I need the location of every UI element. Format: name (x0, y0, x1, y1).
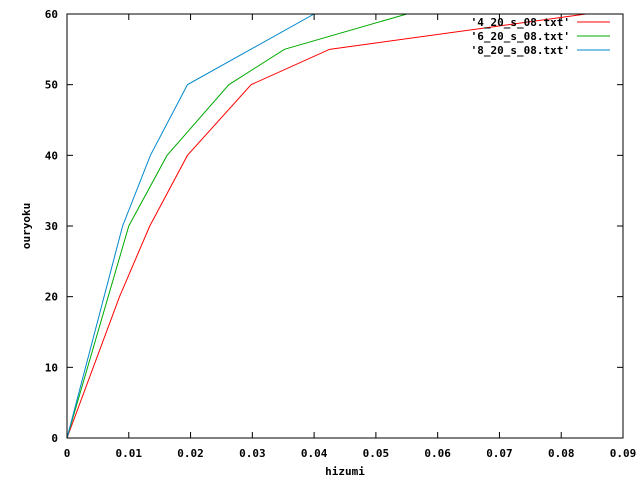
x-tick-label: 0.06 (424, 447, 451, 460)
y-tick-label: 30 (45, 220, 58, 233)
x-axis-label: hizumi (325, 465, 365, 478)
series-line-2 (67, 14, 407, 438)
x-tick-label: 0.07 (486, 447, 513, 460)
x-tick-label: 0.08 (548, 447, 575, 460)
series-lines (67, 14, 586, 438)
y-tick-label: 60 (45, 8, 58, 21)
legend-label-1: '4_20_s_08.txt' (471, 16, 570, 29)
x-tick-label: 0.01 (116, 447, 143, 460)
y-tick-label: 0 (51, 432, 58, 445)
tick-labels: 0 0.01 0.02 0.03 0.04 0.05 0.06 0.07 0.08 0.09 0 10… (45, 8, 637, 460)
series-line-1 (67, 14, 586, 438)
x-tick-label: 0.02 (177, 447, 204, 460)
y-axis-label: ouryoku (20, 203, 33, 249)
y-tick-label: 10 (45, 361, 58, 374)
x-tick-label: 0.09 (610, 447, 637, 460)
plot-frame (66, 13, 624, 439)
x-tick-label: 0 (64, 447, 71, 460)
legend: '4_20_s_08.txt''6_20_s_08.txt''8_20_s_08… (471, 16, 610, 57)
y-tick-label: 50 (45, 79, 58, 92)
legend-label-2: '6_20_s_08.txt' (471, 30, 570, 43)
x-tick-label: 0.05 (363, 447, 390, 460)
y-tick-label: 20 (45, 291, 58, 304)
series-line-3 (67, 14, 315, 438)
axis-ticks (66, 13, 624, 439)
x-tick-label: 0.04 (301, 447, 328, 460)
legend-label-3: '8_20_s_08.txt' (471, 44, 570, 57)
y-tick-label: 40 (45, 149, 58, 162)
x-tick-label: 0.03 (239, 447, 266, 460)
